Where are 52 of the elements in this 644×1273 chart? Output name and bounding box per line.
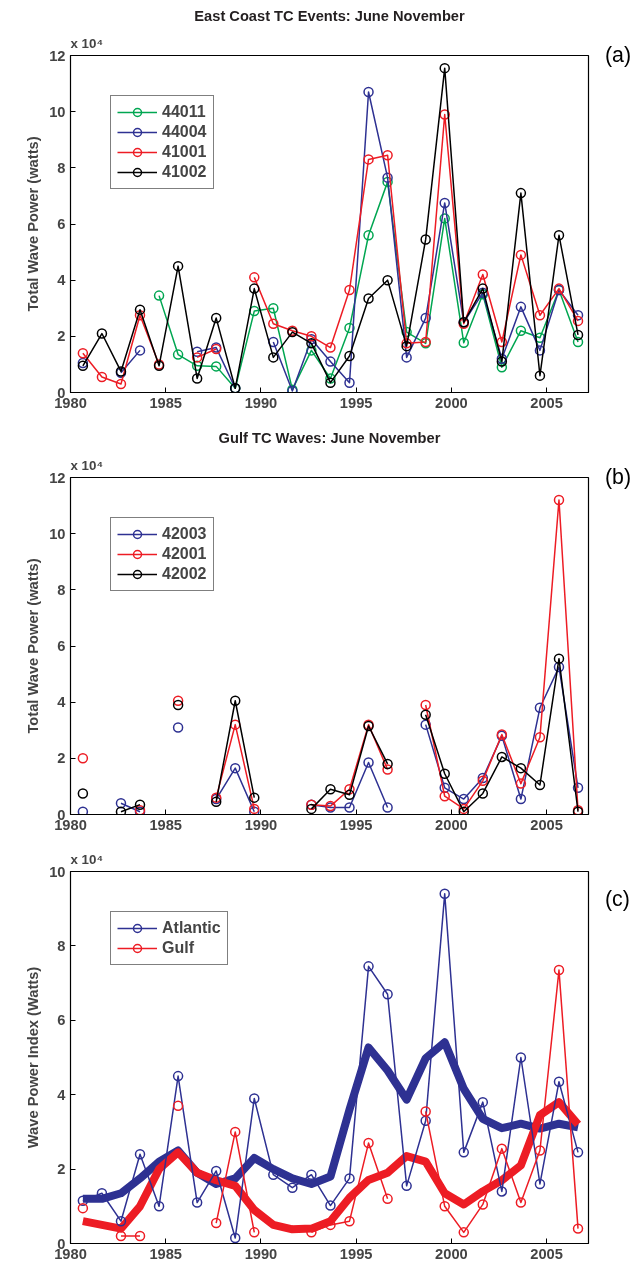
legend-label: 41001 xyxy=(162,143,207,161)
x-tick-label: 1990 xyxy=(244,1245,278,1262)
x-tick-label: 1995 xyxy=(339,816,373,833)
chart-title: East Coast TC Events: June November xyxy=(194,7,465,24)
x-tick-label: 1985 xyxy=(149,394,183,411)
y-tick-label: 12 xyxy=(49,47,66,64)
y-tick-label: 4 xyxy=(57,1086,67,1103)
x-tick-label: 1990 xyxy=(244,394,278,411)
x-tick-label: 1985 xyxy=(149,1245,183,1262)
text: (a) xyxy=(605,42,632,69)
y-axis-title: Wave Power Index (Watts) xyxy=(25,966,42,1149)
x-tick-label: 1985 xyxy=(149,816,183,833)
y-tick-label: 2 xyxy=(57,328,66,345)
y-tick-label: 10 xyxy=(49,863,66,880)
y-axis-title: Total Wave Power (watts) xyxy=(25,558,42,734)
x-tick-label: 2000 xyxy=(435,816,468,833)
y-axis-title: Total Wave Power (watts) xyxy=(25,136,42,312)
text: x 10⁴ xyxy=(70,457,104,473)
y-tick-label: 8 xyxy=(57,581,66,598)
y-tick-label: 6 xyxy=(57,638,66,654)
text: (b) xyxy=(605,464,632,491)
x-tick-label: 1995 xyxy=(339,1245,373,1262)
legend-label: 44011 xyxy=(162,103,206,121)
x-tick-label: 2005 xyxy=(530,394,563,411)
x-tick-label: 1990 xyxy=(244,816,278,833)
legend-label: 41002 xyxy=(162,163,207,181)
y-tick-label: 4 xyxy=(57,694,67,711)
y-tick-label: 8 xyxy=(57,937,66,954)
x-tick-label: 2000 xyxy=(435,394,468,411)
legend-label: 44004 xyxy=(162,123,207,141)
legend-label: 42002 xyxy=(162,565,207,583)
x-tick-label: 2005 xyxy=(530,816,563,833)
y-tick-label: 2 xyxy=(57,1161,66,1178)
y-tick-label: 8 xyxy=(57,159,66,176)
y-tick-label: 4 xyxy=(57,272,67,289)
y-tick-label: 10 xyxy=(49,103,66,120)
y-tick-label: 12 xyxy=(49,469,66,486)
legend-label: Atlantic xyxy=(162,919,221,937)
x-tick-label: 2005 xyxy=(530,1245,563,1262)
text: (c) xyxy=(605,886,630,913)
text: x 10⁴ xyxy=(70,851,104,867)
text: x 10⁴ xyxy=(70,35,104,51)
y-tick-label: 2 xyxy=(57,750,66,767)
x-tick-label: 1995 xyxy=(339,394,373,411)
legend-label: 42001 xyxy=(162,545,207,563)
y-tick-label: 6 xyxy=(57,1012,66,1029)
chart-title: Gulf TC Waves: June November xyxy=(218,429,441,446)
y-tick-label: 10 xyxy=(49,525,66,542)
legend-label: Gulf xyxy=(162,939,194,957)
x-tick-label: 2000 xyxy=(435,1245,468,1262)
legend-label: 42003 xyxy=(162,525,207,543)
y-tick-label: 6 xyxy=(57,216,66,232)
